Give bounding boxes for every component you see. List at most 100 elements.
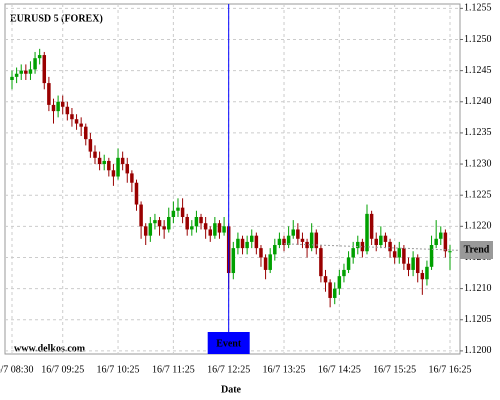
candle-body [14,73,19,77]
candle-body [291,229,295,236]
candle-body [420,273,425,280]
candle-body [356,241,360,249]
candle-body [245,241,249,249]
candle-body [180,207,185,217]
candle-body [24,70,28,74]
candle-body [111,170,116,177]
candle-body [190,226,194,230]
candle-body [392,251,397,258]
candle-body [300,238,305,242]
y-tick-label: 1.1245 [464,65,492,76]
candle-body [402,248,406,264]
candle-body [434,238,438,246]
plot-frame [4,3,461,355]
candle-body [148,223,153,236]
candle-body [130,173,134,183]
candle-body [213,223,217,236]
x-tick-label: 16/7 16:25 [428,364,471,375]
chart-title: EURUSD 5 (FOREX) [10,13,103,24]
candle-body [231,248,236,274]
candle-body [379,235,383,246]
candle-body [56,101,60,112]
candle-body [33,58,37,70]
trend-label: Trend [464,244,490,255]
candle-body [199,216,203,224]
candle-body [328,282,332,298]
candle-body [254,235,259,249]
candle-body [19,70,23,74]
candle-body [236,238,240,249]
candle-body [249,235,254,242]
candle-body [70,114,74,120]
candle-body [157,220,162,227]
y-tick-label: 1.1235 [464,127,492,138]
candle-body [439,232,443,239]
candle-body [176,207,180,211]
candle-body [240,238,245,249]
candle-body [208,229,213,236]
trend-line [284,243,461,251]
candle-body [153,220,157,224]
candle-body [415,257,420,274]
candle-body [162,226,166,230]
candle-body [125,164,130,174]
candle-body [222,226,226,233]
candle-body [139,204,143,227]
candle-body [309,232,314,249]
candle-body [332,288,337,298]
candle-body [88,139,93,152]
candle-body [425,266,429,280]
x-tick-label: 16/7 11:25 [152,364,195,375]
candle-body [60,101,65,107]
candle-body [369,213,374,239]
candle-body [37,55,42,59]
candle-body [203,223,208,230]
candle-body [143,226,148,236]
candle-body [443,232,448,252]
event-label: Event [216,338,242,349]
candle-body [171,210,176,217]
candle-body [314,232,319,249]
y-tick-label: 1.1210 [464,283,492,294]
candle-body [65,106,70,115]
x-tick-label: 16/7 10:25 [97,364,140,375]
candle-body [42,55,47,84]
candle-body [337,276,342,289]
candle-body [360,241,365,252]
candle-body [296,229,300,239]
candle-body [323,276,328,283]
candle-body [374,238,378,246]
x-tick-label: 16/7 14:25 [318,364,361,375]
candle-body [97,157,102,165]
watermark: www.delkos.com [14,343,86,354]
candle-body [167,216,171,230]
candle-body [346,257,351,270]
candle-body [351,248,355,258]
candle-body [286,235,291,246]
candle-body [185,216,189,230]
candle-body [383,235,388,242]
candle-body [107,160,111,171]
x-tick-label: 16/7 09:25 [41,364,84,375]
event-label-box [207,332,250,354]
candle-body [10,76,14,80]
candle-body [74,119,79,124]
candle-body [194,216,199,227]
candle-body [79,123,83,127]
x-tick-label: 16/7 13:25 [262,364,305,375]
y-tick-label: 1.1250 [464,34,492,45]
candle-body [47,83,51,105]
candle-body [277,238,282,246]
candle-body [365,213,369,252]
candle-body [319,248,323,277]
x-tick-label: 16/7 12:25 [207,364,250,375]
trend-label-box [460,240,493,259]
candle-body [305,241,309,249]
candle-body [51,104,56,112]
candle-body [397,248,402,258]
candle-body [102,160,106,165]
y-tick-label: 1.1220 [464,221,492,232]
candle-body [217,223,222,233]
candle-body [268,254,272,270]
